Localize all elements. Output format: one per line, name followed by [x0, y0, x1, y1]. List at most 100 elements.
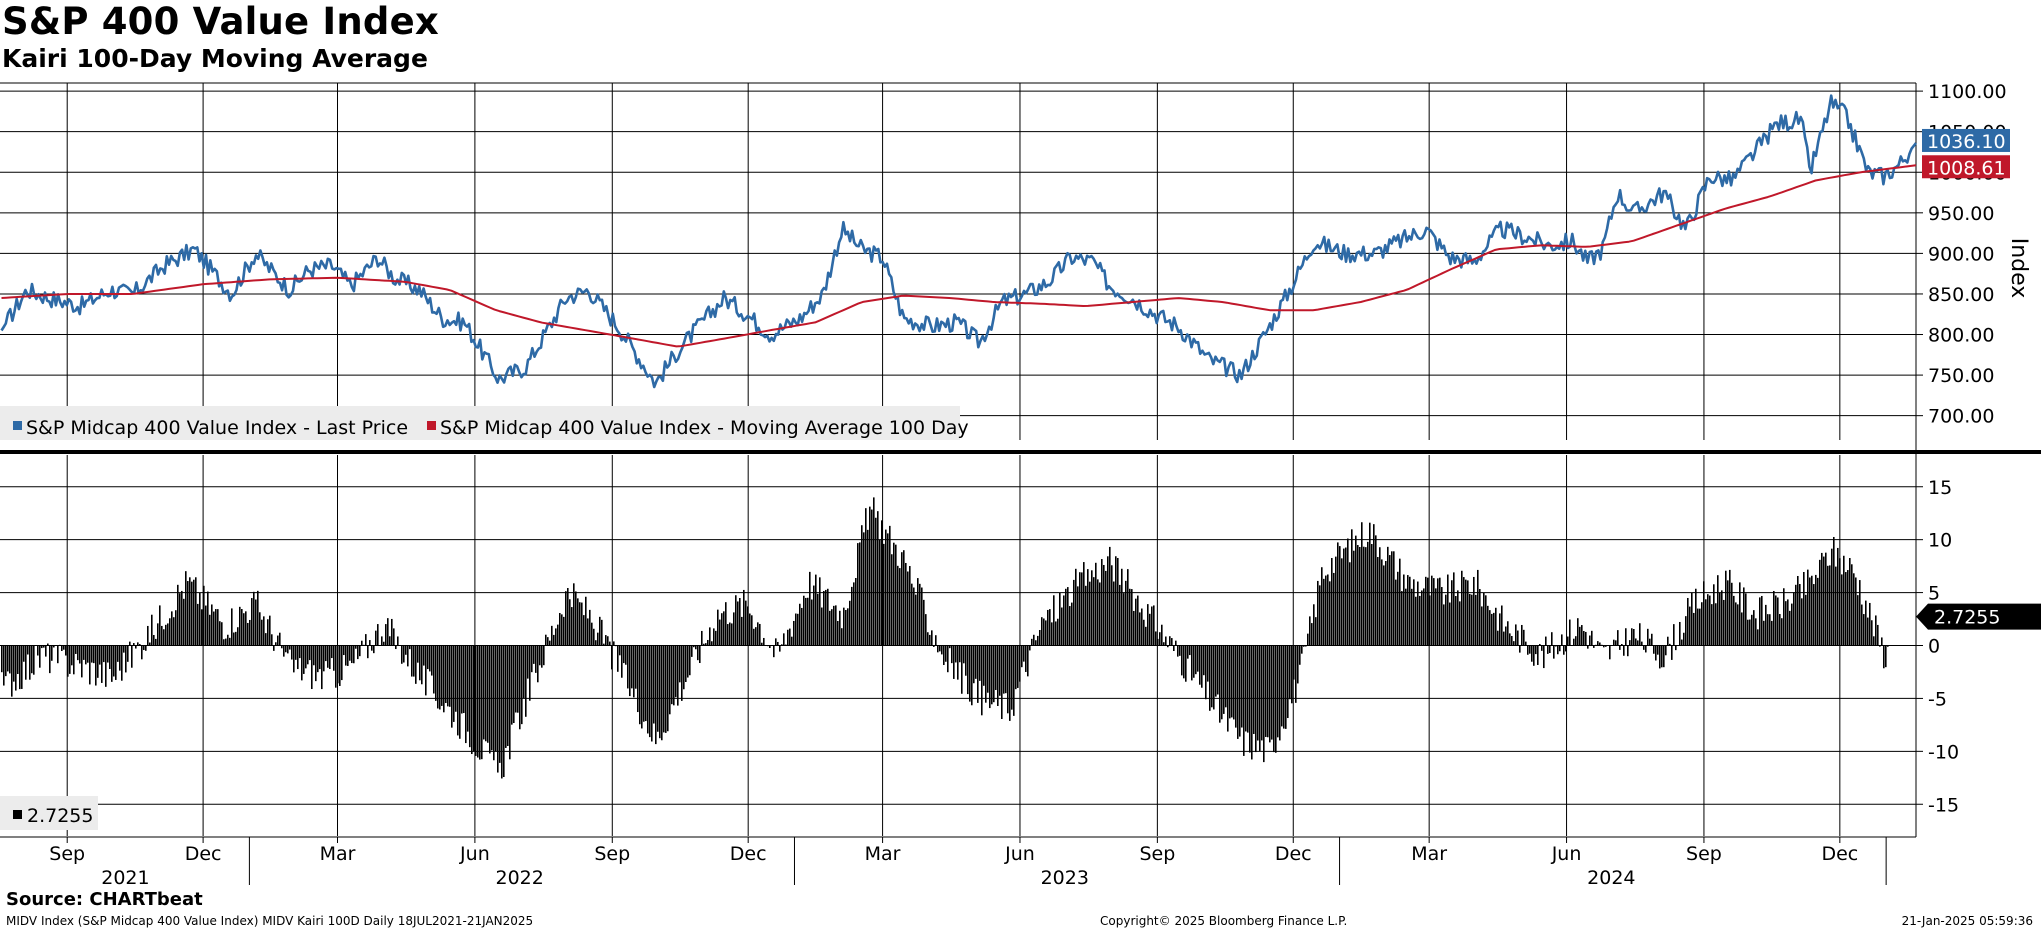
- kairi-bar: [163, 629, 165, 646]
- kairi-bar: [1039, 629, 1041, 646]
- kairi-bar: [577, 598, 579, 646]
- kairi-bar: [635, 645, 637, 689]
- kairi-bar: [197, 603, 199, 646]
- kairi-bar: [1311, 623, 1313, 646]
- kairi-bar: [605, 635, 607, 646]
- chart-title: S&P 400 Value Index: [2, 0, 439, 43]
- source-label: Source: CHARTbeat: [6, 889, 203, 910]
- kairi-bar: [1417, 581, 1419, 646]
- kairi-bar: [1267, 645, 1269, 738]
- kairi-bar: [1115, 556, 1117, 646]
- kairi-bar: [1013, 645, 1015, 716]
- y-axis-title: Index: [2006, 238, 2031, 299]
- kairi-bar: [1193, 645, 1195, 678]
- kairi-bar: [161, 625, 163, 646]
- kairi-bar: [1881, 637, 1883, 646]
- kairi-bar: [111, 645, 113, 682]
- kairi-bar: [329, 645, 331, 670]
- kairi-bar: [365, 634, 367, 646]
- kairi-bar: [1745, 593, 1747, 646]
- kairi-bar: [977, 645, 979, 703]
- kairi-bar: [459, 645, 461, 739]
- kairi-bar: [337, 645, 339, 684]
- kairi-bar: [1433, 578, 1435, 646]
- kairi-bar: [403, 645, 405, 663]
- kairi-bar: [523, 645, 525, 698]
- kairi-bar: [921, 587, 923, 646]
- kairi-bar: [1827, 565, 1829, 646]
- kairi-bar: [171, 611, 173, 646]
- kairi-bar: [1599, 642, 1601, 646]
- kairi-bar: [1573, 638, 1575, 646]
- kairi-bar: [1567, 636, 1569, 646]
- kairi-bar: [347, 645, 349, 666]
- kairi-bar: [47, 643, 49, 646]
- kairi-bar: [113, 645, 115, 677]
- kairi-bar: [1409, 576, 1411, 646]
- kairi-bar: [581, 602, 583, 646]
- kairi-bar: [1497, 630, 1499, 646]
- kairi-bar: [151, 614, 153, 646]
- kairi-bar: [1415, 596, 1417, 646]
- kairi-bar: [1051, 622, 1053, 646]
- kairi-bar: [797, 613, 799, 646]
- kairi-bar: [321, 645, 323, 690]
- kairi-bar: [145, 645, 147, 651]
- kairi-bar: [475, 645, 477, 756]
- kairi-bar: [741, 616, 743, 646]
- kairi-bar: [433, 645, 435, 694]
- kairi-bar: [621, 645, 623, 678]
- kairi-bar: [373, 645, 375, 654]
- kairi-bar: [1455, 596, 1457, 646]
- kairi-bar: [1695, 588, 1697, 646]
- kairi-bar: [1687, 597, 1689, 646]
- kairi-bar: [89, 645, 91, 685]
- kairi-bar: [1153, 605, 1155, 646]
- kairi-bar: [393, 628, 395, 646]
- kairi-bar: [533, 645, 535, 664]
- kairi-bar: [277, 635, 279, 646]
- kairi-bar: [1245, 645, 1247, 732]
- kairi-bar: [1801, 598, 1803, 646]
- kairi-bar: [1519, 645, 1521, 653]
- kairi-bar: [1091, 570, 1093, 646]
- kairi-bar: [1315, 617, 1317, 646]
- kairi-bar: [641, 645, 643, 729]
- kairi-bar: [1443, 604, 1445, 646]
- legend-label-price: S&P Midcap 400 Value Index - Last Price: [26, 417, 408, 439]
- kairi-bar: [541, 645, 543, 668]
- legend-background: [0, 406, 960, 440]
- kairi-bar: [557, 624, 559, 646]
- kairi-bar: [1715, 603, 1717, 646]
- kairi-bar: [1503, 631, 1505, 646]
- kairi-bar: [973, 645, 975, 684]
- kairi-bar: [43, 645, 45, 648]
- kairi-bar: [1771, 620, 1773, 646]
- kairi-bar: [821, 607, 823, 646]
- kairi-bar: [1083, 562, 1085, 646]
- kairi-bar: [95, 645, 97, 686]
- kairi-bar: [623, 645, 625, 664]
- kairi-bar: [1465, 579, 1467, 646]
- kairi-bar: [315, 645, 317, 682]
- kairi-bar: [1659, 645, 1661, 669]
- kairi-bar: [1619, 645, 1621, 650]
- kairi-bar: [805, 597, 807, 646]
- kairi-bar: [1343, 548, 1345, 646]
- kairi-bar: [415, 645, 417, 684]
- kairi-bar: [1207, 645, 1209, 682]
- kairi-bar: [1499, 613, 1501, 646]
- kairi-bar: [1295, 645, 1297, 703]
- kairi-bar: [997, 645, 999, 706]
- kairi-bar: [775, 638, 777, 646]
- kairi-bar: [521, 645, 523, 725]
- kairi-bar: [1587, 645, 1589, 649]
- kairi-bar: [237, 627, 239, 646]
- kairi-bar: [643, 645, 645, 722]
- kairi-bar: [1125, 580, 1127, 646]
- kairi-bar: [837, 620, 839, 646]
- kairi-bar: [1495, 607, 1497, 646]
- kairi-bar: [1523, 629, 1525, 646]
- kairi-bar: [1463, 577, 1465, 646]
- kairi-bar: [1117, 557, 1119, 646]
